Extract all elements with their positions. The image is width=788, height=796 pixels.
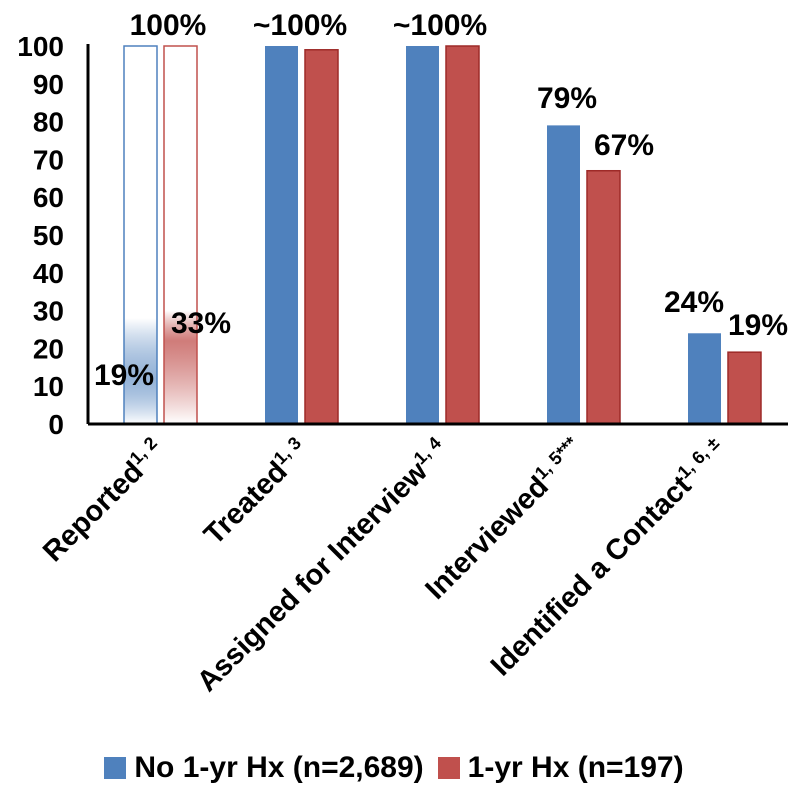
bar-hx-1 — [304, 49, 339, 425]
bar-no-hx-0 — [123, 45, 158, 425]
y-tick-label-60: 60 — [33, 182, 64, 213]
bar-hx-4 — [727, 351, 762, 425]
y-tick-label-100: 100 — [17, 31, 64, 62]
bar-no-hx-4 — [688, 333, 721, 424]
legend-label-hx: 1-yr Hx (n=197) — [467, 751, 684, 784]
legend-swatch-hx — [437, 757, 460, 779]
bar-chart: 0 10 20 30 40 50 60 70 80 90 100 100% ~100% ~100% 79% 2… — [17, 9, 788, 698]
bar-hx-3 — [586, 169, 621, 425]
data-label-no-hx-1: ~100% — [253, 9, 347, 42]
inner-label-1: 33% — [171, 307, 231, 340]
category-label-4: Identified a Contact1, 6, ± — [483, 433, 733, 683]
y-tick-label-80: 80 — [33, 107, 64, 138]
y-tick-label-0: 0 — [48, 409, 64, 440]
y-tick-label-50: 50 — [33, 220, 64, 251]
legend-label-no-hx: No 1-yr Hx (n=2,689) — [134, 751, 424, 784]
bar-hx-2 — [445, 45, 480, 425]
data-label-hx-4: 19% — [728, 309, 788, 342]
inner-label-0: 19% — [94, 359, 154, 392]
legend-item-hx: 1-yr Hx (n=197) — [437, 751, 684, 785]
legend-item-no-hx: No 1-yr Hx (n=2,689) — [104, 751, 424, 785]
data-label-no-hx-0: 100% — [130, 9, 207, 42]
category-label-0: Reported1, 2 — [36, 433, 171, 568]
y-tick-label-90: 90 — [33, 69, 64, 100]
legend: No 1-yr Hx (n=2,689) 1-yr Hx (n=197) — [0, 740, 788, 796]
legend-swatch-no-hx — [104, 757, 127, 779]
bar-no-hx-2 — [406, 46, 439, 424]
category-label-1: Treated1, 3 — [197, 433, 315, 551]
bar-no-hx-1 — [265, 46, 298, 424]
category-label-2: Assigned for Interview1, 4 — [190, 433, 455, 698]
y-tick-label-20: 20 — [33, 333, 64, 364]
y-tick-label-10: 10 — [33, 371, 64, 402]
bar-no-hx-3 — [547, 125, 580, 424]
y-tick-label-30: 30 — [33, 296, 64, 327]
data-label-no-hx-4: 24% — [664, 286, 724, 319]
y-tick-label-40: 40 — [33, 258, 64, 289]
data-label-hx-3: 67% — [594, 129, 654, 162]
y-tick-label-70: 70 — [33, 144, 64, 175]
bar-hx-0 — [163, 45, 198, 425]
data-label-no-hx-2: ~100% — [393, 9, 487, 42]
data-label-no-hx-3: 79% — [537, 82, 597, 115]
